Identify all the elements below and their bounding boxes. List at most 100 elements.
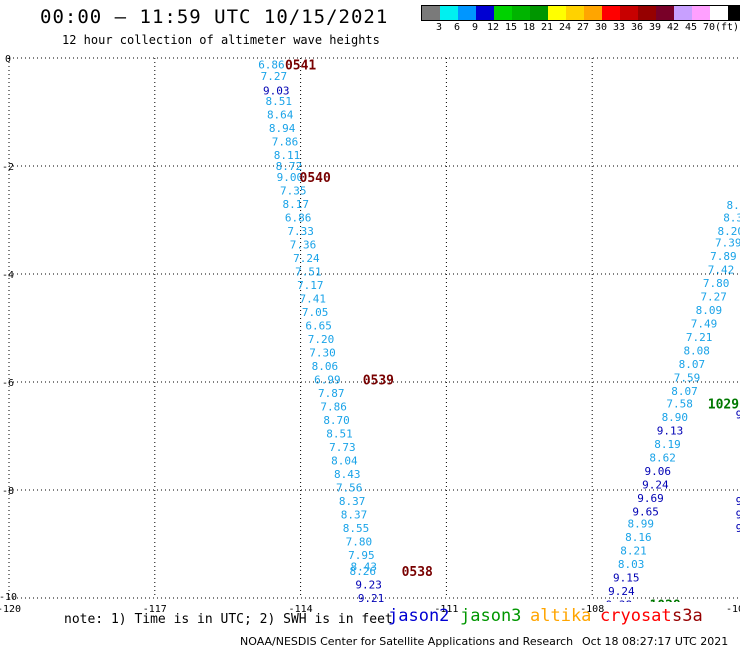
color-scale-label: 12	[486, 22, 500, 33]
wave-height-point: 9	[736, 495, 740, 508]
color-scale-swatch	[422, 6, 440, 20]
y-tick-label: -8	[2, 486, 14, 497]
satellite-legend-s3a: s3a	[672, 606, 703, 626]
wave-height-point: 7.05	[302, 306, 329, 319]
satellite-legend-jason3: jason3	[460, 606, 522, 626]
wave-height-point: 7.95	[348, 549, 375, 562]
wave-height-point: 8.07	[679, 358, 706, 371]
color-scale-label: 9	[471, 22, 479, 33]
wave-height-point: 9.06	[645, 465, 672, 478]
x-tick-label: -108	[580, 604, 604, 615]
wave-height-point: 8.70	[323, 414, 350, 427]
wave-height-point: 9.24	[608, 585, 635, 598]
color-scale-label: 36	[630, 22, 644, 33]
wave-height-point: 8.07	[671, 385, 698, 398]
wave-height-point: 9	[736, 508, 740, 521]
track-time-label: 1028	[649, 598, 680, 613]
wave-height-point: 6.86	[285, 211, 312, 224]
wave-height-point: 9.00	[277, 171, 304, 184]
wave-height-point: 9.65	[632, 506, 659, 519]
wave-height-point: 7.42	[708, 264, 735, 277]
wave-height-point: 7.51	[295, 265, 322, 278]
wave-height-point: 8.37	[341, 508, 368, 521]
satellite-legend-altika: altika	[530, 606, 592, 626]
color-scale-label: 3	[435, 22, 443, 33]
color-scale-swatches	[421, 5, 740, 21]
track-time-label: 0539	[363, 373, 394, 388]
wave-height-point: 7.58	[666, 398, 693, 411]
wave-height-point: 7.39	[715, 237, 740, 250]
wave-height-point: 9.13	[657, 425, 684, 438]
wave-height-point: 9.38	[606, 598, 633, 611]
wave-height-point: 8.16	[625, 531, 652, 544]
wave-height-point: 7.86	[320, 400, 347, 413]
color-scale-swatch	[638, 6, 656, 20]
track-time-label: 0538	[402, 565, 433, 580]
color-scale-swatch	[692, 6, 710, 20]
wave-height-point: 7.80	[703, 277, 730, 290]
wave-height-point: 8.21	[620, 544, 647, 557]
wave-height-point: 7.20	[308, 333, 335, 346]
wave-height-point: 7.73	[329, 441, 356, 454]
wave-height-point: 8.37	[339, 495, 366, 508]
wave-height-point: 8.11	[274, 149, 301, 162]
wave-height-point: 7.86	[272, 136, 299, 149]
wave-height-point: 6.65	[305, 319, 332, 332]
chart-title: 00:00 – 11:59 UTC 10/15/2021	[40, 6, 389, 28]
wave-height-point: 8.08	[683, 345, 710, 358]
color-scale-swatch	[458, 6, 476, 20]
y-tick-label: -4	[2, 270, 14, 281]
wave-height-point: 9.69	[637, 492, 664, 505]
wave-height-point: 7.33	[287, 225, 314, 238]
wave-height-point: 7.27	[261, 70, 288, 83]
color-scale-swatch	[476, 6, 494, 20]
wave-height-point: 7.17	[297, 279, 324, 292]
wave-height-point: 7.36	[290, 238, 317, 251]
color-scale-unit: (ft)	[715, 22, 740, 33]
color-scale-label: 27	[576, 22, 590, 33]
wave-height-point: 8.62	[649, 452, 676, 465]
y-tick-label: -2	[2, 162, 14, 173]
x-tick-label: -120	[0, 604, 21, 615]
color-scale-label: 45	[684, 22, 698, 33]
wave-height-point: 7.80	[346, 535, 373, 548]
wave-height-point: 9.03	[263, 84, 290, 97]
wave-height-point: 8.20	[717, 225, 740, 238]
wave-height-point: 8.3	[723, 211, 740, 224]
y-tick-label: -10	[0, 592, 17, 603]
wave-height-point: 7.30	[309, 346, 336, 359]
wave-height-point: 8.09	[696, 304, 723, 317]
wave-height-point: 8.06	[312, 360, 339, 373]
color-scale-label: 39	[648, 22, 662, 33]
color-scale-label: 21	[540, 22, 554, 33]
color-scale-label: 15	[504, 22, 518, 33]
x-tick-label: -111	[434, 604, 458, 615]
color-scale-swatch	[440, 6, 458, 20]
wave-height-point: 8.17	[282, 198, 309, 211]
color-scale-swatch	[494, 6, 512, 20]
wave-height-point: 7.87	[318, 387, 345, 400]
color-scale-swatch	[710, 6, 728, 20]
wave-height-point: 9.7	[729, 622, 740, 635]
color-scale-label: 6	[453, 22, 461, 33]
wave-height-point: 9	[736, 408, 740, 421]
x-tick-label: -117	[143, 604, 167, 615]
wave-height-point: 8.90	[662, 411, 689, 424]
wave-height-point: 7.21	[686, 331, 713, 344]
color-scale-label: 70	[702, 22, 716, 33]
wave-height-point: 8.99	[628, 517, 655, 530]
wave-height-point: 8.94	[269, 122, 296, 135]
wave-height-point: 8.19	[654, 438, 681, 451]
color-scale-label: 24	[558, 22, 572, 33]
wave-height-point: 7.49	[691, 318, 718, 331]
satellite-legend-cryosat: cryosat	[600, 606, 672, 626]
wave-height-point: 8.43	[334, 468, 361, 481]
wave-height-point: 9.7	[729, 635, 740, 648]
wave-height-point: 8.72	[276, 160, 303, 173]
wave-height-point: 9.21	[358, 592, 385, 605]
wave-height-point: 7.35	[280, 184, 307, 197]
color-scale-swatch	[674, 6, 692, 20]
color-scale-swatch	[620, 6, 638, 20]
